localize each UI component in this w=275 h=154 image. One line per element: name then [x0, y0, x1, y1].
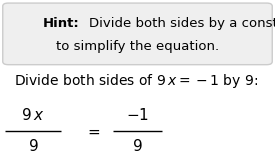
Text: $9\,x$: $9\,x$ [21, 107, 45, 124]
Text: Divide both sides of $9\,x = -1$ by 9:: Divide both sides of $9\,x = -1$ by 9: [14, 72, 258, 90]
Text: $9$: $9$ [28, 138, 38, 154]
FancyBboxPatch shape [3, 3, 272, 65]
Text: to simplify the equation.: to simplify the equation. [56, 41, 219, 53]
Text: $=$: $=$ [86, 123, 101, 138]
Text: Divide both sides by a constant: Divide both sides by a constant [89, 17, 275, 30]
Text: $-1$: $-1$ [126, 107, 149, 124]
Text: $9$: $9$ [132, 138, 143, 154]
Text: Hint:: Hint: [43, 17, 79, 30]
